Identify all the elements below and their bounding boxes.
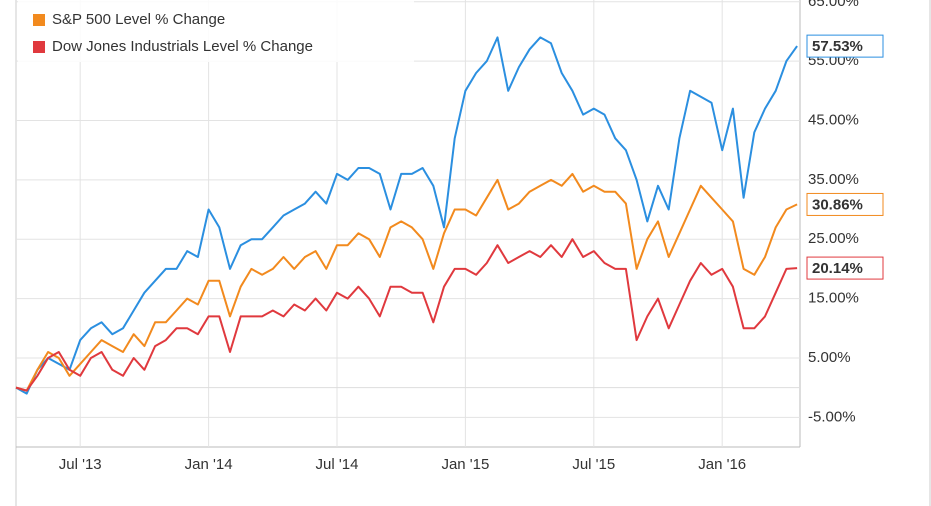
end-label: 30.86% xyxy=(812,196,863,213)
x-tick-label: Jan '16 xyxy=(698,456,746,473)
legend: S&P 500 Level % Change Dow Jones Industri… xyxy=(18,0,414,62)
x-tick-label: Jul '13 xyxy=(59,456,102,473)
end-label: 57.53% xyxy=(812,38,863,55)
series-line xyxy=(15,172,798,392)
y-tick-label: 45.00% xyxy=(808,111,859,128)
legend-label: S&P 500 Level % Change xyxy=(52,11,225,28)
legend-label: Dow Jones Industrials Level % Change xyxy=(52,38,313,55)
y-tick-label: -5.00% xyxy=(808,408,856,425)
end-label-box xyxy=(806,256,884,280)
legend-box xyxy=(18,0,414,62)
x-tick-label: Jul '15 xyxy=(572,456,615,473)
x-tick-label: Jul '14 xyxy=(316,456,359,473)
series-line xyxy=(15,36,798,395)
y-tick-label: 15.00% xyxy=(808,290,859,307)
end-label-box xyxy=(806,192,884,216)
y-tick-label: 25.00% xyxy=(808,230,859,247)
series-line xyxy=(15,238,798,392)
labels: -5.00%5.00%15.00%25.00%35.00%45.00%55.00… xyxy=(59,0,884,473)
end-label: 20.14% xyxy=(812,260,863,277)
x-tick-label: Jan '14 xyxy=(185,456,233,473)
end-label-box xyxy=(806,34,884,58)
legend-swatch xyxy=(33,14,45,26)
lines xyxy=(15,36,798,395)
x-tick-label: Jan '15 xyxy=(441,456,489,473)
y-tick-label: 5.00% xyxy=(808,349,851,366)
y-tick-label: 65.00% xyxy=(808,0,859,10)
y-tick-label: 35.00% xyxy=(808,171,859,188)
legend-swatch xyxy=(33,41,45,53)
